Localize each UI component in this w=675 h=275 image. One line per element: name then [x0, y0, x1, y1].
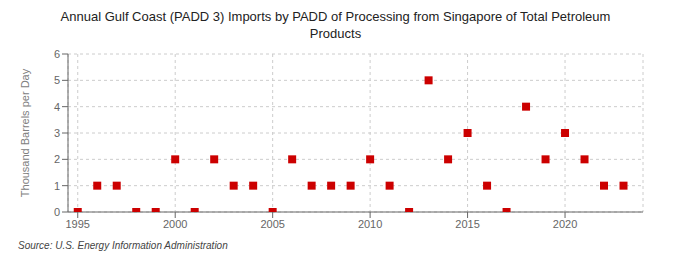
svg-text:5: 5	[54, 74, 60, 86]
svg-text:0: 0	[54, 206, 60, 218]
svg-text:2020: 2020	[553, 218, 577, 230]
svg-text:6: 6	[54, 48, 60, 60]
svg-text:2010: 2010	[358, 218, 382, 230]
svg-text:1: 1	[54, 180, 60, 192]
svg-text:2005: 2005	[260, 218, 284, 230]
svg-text:2000: 2000	[163, 218, 187, 230]
svg-text:4: 4	[54, 101, 60, 113]
html-text:Annual Gulf Coast (PADD 3) Imp: Annual Gulf Coast (PADD 3) Imports by PA…	[60, 9, 611, 41]
svg-text:1995: 1995	[66, 218, 90, 230]
svg-text:3: 3	[54, 127, 60, 139]
svg-text:2: 2	[54, 153, 60, 165]
html-text:Source: U.S. Energy Informatio: Source: U.S. Energy Information Administ…	[18, 240, 228, 251]
svg-text:Thousand Barrels per Day: Thousand Barrels per Day	[19, 68, 31, 197]
svg-text:2015: 2015	[455, 218, 479, 230]
